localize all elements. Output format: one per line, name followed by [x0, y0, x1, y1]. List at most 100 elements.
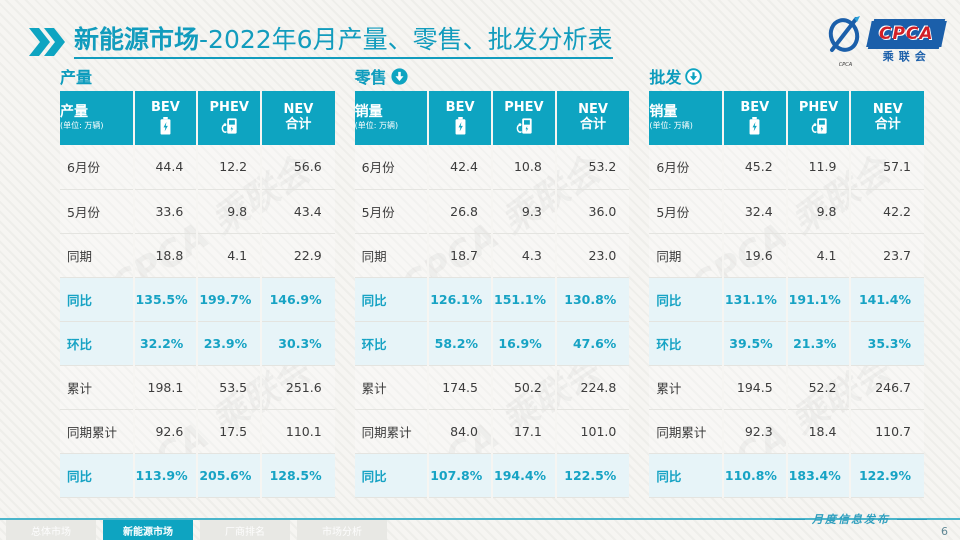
cell-phev: 53.5	[197, 365, 263, 409]
ev-charger-icon	[788, 117, 850, 135]
page-title-prefix: 新能源市场	[74, 25, 200, 54]
cell-nev: 30.3%	[261, 321, 335, 365]
section-head-wholesale: 批发	[649, 64, 924, 88]
table-row: 6月份 45.2 11.9 57.1	[649, 145, 925, 189]
nev-label-line2: 合计	[874, 117, 901, 132]
footer-accent-line	[0, 518, 960, 520]
cell-nev: 141.4%	[850, 277, 925, 321]
nev-label-line1: NEV	[283, 102, 314, 118]
row-label: 同期累计	[649, 409, 724, 453]
tab-厂商排名[interactable]: 厂商排名	[200, 520, 290, 540]
cell-bev: 44.4	[133, 145, 199, 189]
table-row: 累计 198.1 53.5 251.6	[60, 365, 335, 409]
cell-phev: 4.1	[197, 233, 263, 277]
cell-phev: 199.7%	[197, 277, 263, 321]
cell-phev: 191.1%	[786, 277, 852, 321]
swirl-caption: CPCA	[838, 62, 853, 68]
cell-bev: 107.8%	[428, 453, 493, 497]
cell-nev: 43.4	[261, 189, 335, 233]
cell-nev: 42.2	[850, 189, 925, 233]
note-dash-right	[897, 518, 927, 520]
cell-phev: 17.5	[197, 409, 263, 453]
metric-label: 销量	[649, 103, 678, 120]
cell-bev: 32.2%	[133, 321, 199, 365]
table-row: 同比 107.8% 194.4% 122.5%	[354, 453, 630, 497]
cell-phev: 9.3	[492, 189, 557, 233]
row-label: 同期累计	[354, 409, 430, 453]
row-label: 同比	[354, 453, 430, 497]
page-title: 新能源市场-2022年6月产量、零售、批发分析表	[74, 25, 613, 59]
cell-bev: 92.6	[133, 409, 199, 453]
cell-phev: 23.9%	[197, 321, 263, 365]
table-row: 同期累计 92.6 17.5 110.1	[60, 409, 335, 453]
cell-phev: 205.6%	[197, 453, 263, 497]
cell-nev: 110.7	[850, 409, 925, 453]
cell-bev: 110.8%	[722, 453, 788, 497]
tables-row: 产量 产量 (单位: 万辆) BEV PHEV NEV 合计 6月份 44.4 12.2 56.6 5…	[60, 64, 925, 498]
cell-phev: 52.2	[786, 365, 852, 409]
table-row: 累计 174.5 50.2 224.8	[354, 365, 630, 409]
unit-note: (单位: 万辆)	[354, 121, 399, 131]
battery-icon	[724, 116, 786, 135]
cell-nev: 110.1	[261, 409, 335, 453]
cell-nev: 53.2	[555, 145, 630, 189]
row-label: 6月份	[60, 145, 135, 189]
cell-bev: 92.3	[722, 409, 788, 453]
footer-note: 月度信息发布	[768, 511, 934, 527]
tab-总体市场[interactable]: 总体市场	[6, 520, 96, 540]
row-label: 6月份	[354, 145, 430, 189]
header-cell-bev: BEV	[722, 91, 788, 145]
section-label-retail: 零售	[354, 68, 387, 87]
table-row: 同期 18.8 4.1 22.9	[60, 233, 335, 277]
cpca-org-name: 乘联会	[882, 49, 931, 63]
row-label: 5月份	[60, 189, 135, 233]
row-label: 同期	[60, 233, 135, 277]
row-label: 环比	[354, 321, 430, 365]
cell-nev: 130.8%	[555, 277, 630, 321]
header-cell-bev: BEV	[428, 91, 493, 145]
row-label: 同比	[354, 277, 430, 321]
cell-bev: 174.5	[428, 365, 493, 409]
section-head-production: 产量	[60, 64, 335, 88]
double-chevron-icon	[28, 28, 66, 60]
cpca-wordmark: CPCA 乘联会	[866, 20, 947, 64]
header-cell-metric: 销量 (单位: 万辆)	[649, 91, 724, 145]
table-row: 同比 110.8% 183.4% 122.9%	[649, 453, 925, 497]
header-cell-phev: PHEV	[197, 91, 263, 145]
cell-nev: 128.5%	[261, 453, 335, 497]
tab-市场分析[interactable]: 市场分析	[297, 520, 387, 540]
header-cell-phev: PHEV	[492, 91, 557, 145]
cell-bev: 113.9%	[133, 453, 199, 497]
table-row: 同期累计 92.3 18.4 110.7	[649, 409, 925, 453]
cell-bev: 26.8	[428, 189, 493, 233]
cell-bev: 39.5%	[722, 321, 788, 365]
cell-phev: 10.8	[492, 145, 557, 189]
table-row: 5月份 26.8 9.3 36.0	[354, 189, 630, 233]
cell-nev: 22.9	[261, 233, 335, 277]
cell-nev: 23.7	[850, 233, 925, 277]
cell-bev: 135.5%	[133, 277, 199, 321]
cell-nev: 56.6	[261, 145, 335, 189]
table-row: 5月份 32.4 9.8 42.2	[649, 189, 925, 233]
cell-bev: 131.1%	[722, 277, 788, 321]
unit-note: (单位: 万辆)	[60, 121, 104, 131]
table-row: 同比 131.1% 191.1% 141.4%	[649, 277, 925, 321]
cell-bev: 45.2	[722, 145, 788, 189]
cpca-swirl-icon: CPCA	[825, 16, 865, 68]
cpca-logo: CPCA CPCA 乘联会	[825, 16, 947, 68]
unit-note: (单位: 万辆)	[649, 121, 693, 131]
table-row: 环比 58.2% 16.9% 47.6%	[354, 321, 630, 365]
cell-bev: 84.0	[428, 409, 493, 453]
cell-nev: 23.0	[555, 233, 630, 277]
page-header: 新能源市场-2022年6月产量、零售、批发分析表	[28, 25, 613, 60]
phev-label: PHEV	[504, 100, 544, 116]
cell-nev: 251.6	[261, 365, 335, 409]
row-label: 累计	[354, 365, 430, 409]
row-label: 同期	[649, 233, 724, 277]
tab-新能源市场[interactable]: 新能源市场	[103, 520, 193, 540]
cell-bev: 58.2%	[428, 321, 493, 365]
cell-phev: 194.4%	[492, 453, 557, 497]
row-label: 同比	[60, 453, 135, 497]
cell-phev: 11.9	[786, 145, 852, 189]
row-label: 累计	[649, 365, 724, 409]
